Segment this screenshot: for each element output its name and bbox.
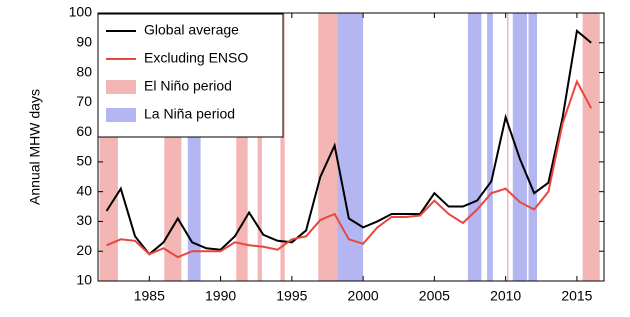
y-tick-label: 10 [76,272,92,288]
y-tick-label: 50 [76,153,92,169]
legend-swatch [106,80,136,94]
period-band [257,13,262,281]
y-tick-label: 60 [76,123,92,139]
legend-label: Global average [144,22,239,38]
x-tick-label: 1985 [134,288,165,304]
period-band [528,13,538,281]
x-tick-label: 2000 [348,288,379,304]
y-tick-label: 100 [69,4,93,20]
period-band [507,13,509,281]
legend-swatch [106,108,136,122]
plot-frame [97,12,605,282]
y-tick-label: 30 [76,212,92,228]
x-tick-label: 1990 [205,288,236,304]
x-tick-label: 2005 [419,288,450,304]
period-band [512,13,528,281]
period-band [236,13,248,281]
period-band [467,13,482,281]
y-tick-label: 20 [76,242,92,258]
y-tick-label: 90 [76,33,92,49]
legend-label: La Niña period [144,106,235,122]
y-tick-label: 40 [76,182,92,198]
series-line [106,78,593,259]
legend-label: Excluding ENSO [144,50,248,66]
y-tick-label: 80 [76,63,92,79]
y-axis-label: Annual MHW days [27,89,43,205]
x-tick-label: 2010 [490,288,521,304]
period-band [337,13,364,281]
series-line [105,28,592,256]
period-band [487,13,493,281]
legend-label: El Niño period [144,78,232,94]
x-tick-label: 1995 [276,288,307,304]
period-band [280,13,285,281]
period-band [582,13,600,281]
x-tick-label: 2015 [561,288,592,304]
y-tick-label: 70 [76,93,92,109]
